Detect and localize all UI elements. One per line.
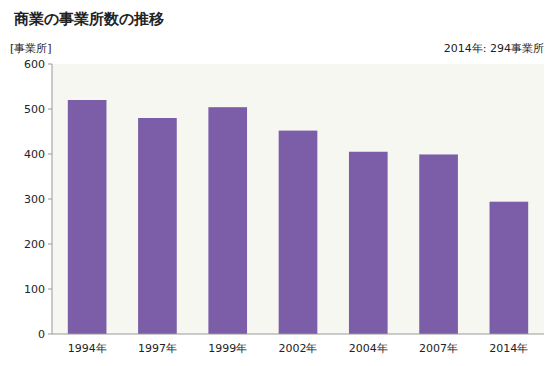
x-axis-line	[52, 334, 544, 335]
annotation: 2014年: 294事業所	[444, 42, 544, 55]
bars	[68, 100, 528, 334]
y-tick	[48, 64, 52, 65]
y-tick	[48, 199, 52, 200]
bar	[208, 107, 247, 334]
y-tick	[48, 109, 52, 110]
title: 商業の事業所数の推移	[13, 10, 164, 28]
x-tick-label: 1999年	[208, 342, 247, 355]
chart-svg: 0 100 200 300 400 500 600 1994年 1997年 1999年 2002年 2…	[0, 0, 560, 366]
y-tick	[48, 154, 52, 155]
y-axis-label: [事業所]	[10, 42, 52, 55]
bar	[279, 131, 318, 334]
x-tick-label: 2007年	[419, 342, 458, 355]
x-tick-label: 2002年	[279, 342, 318, 355]
y-tick	[48, 244, 52, 245]
bar	[490, 202, 529, 334]
bar	[349, 152, 388, 334]
chart-container: 0 100 200 300 400 500 600 1994年 1997年 1999年 2002年 2…	[0, 0, 560, 366]
x-tick-label: 2014年	[489, 342, 528, 355]
y-tick	[48, 334, 52, 335]
y-tick-label: 0	[38, 328, 45, 341]
y-tick-label: 200	[24, 238, 45, 251]
x-tick-label: 2004年	[349, 342, 388, 355]
y-tick	[48, 289, 52, 290]
y-tick-label: 600	[24, 58, 45, 71]
bar	[419, 154, 458, 334]
y-tick-label: 100	[24, 283, 45, 296]
y-tick-label: 300	[24, 193, 45, 206]
bar	[138, 118, 177, 334]
plot-background	[52, 64, 544, 334]
x-tick-label: 1994年	[68, 342, 107, 355]
bar	[68, 100, 107, 334]
y-tick-label: 400	[24, 148, 45, 161]
x-tick-label: 1997年	[138, 342, 177, 355]
y-tick-label: 500	[24, 103, 45, 116]
